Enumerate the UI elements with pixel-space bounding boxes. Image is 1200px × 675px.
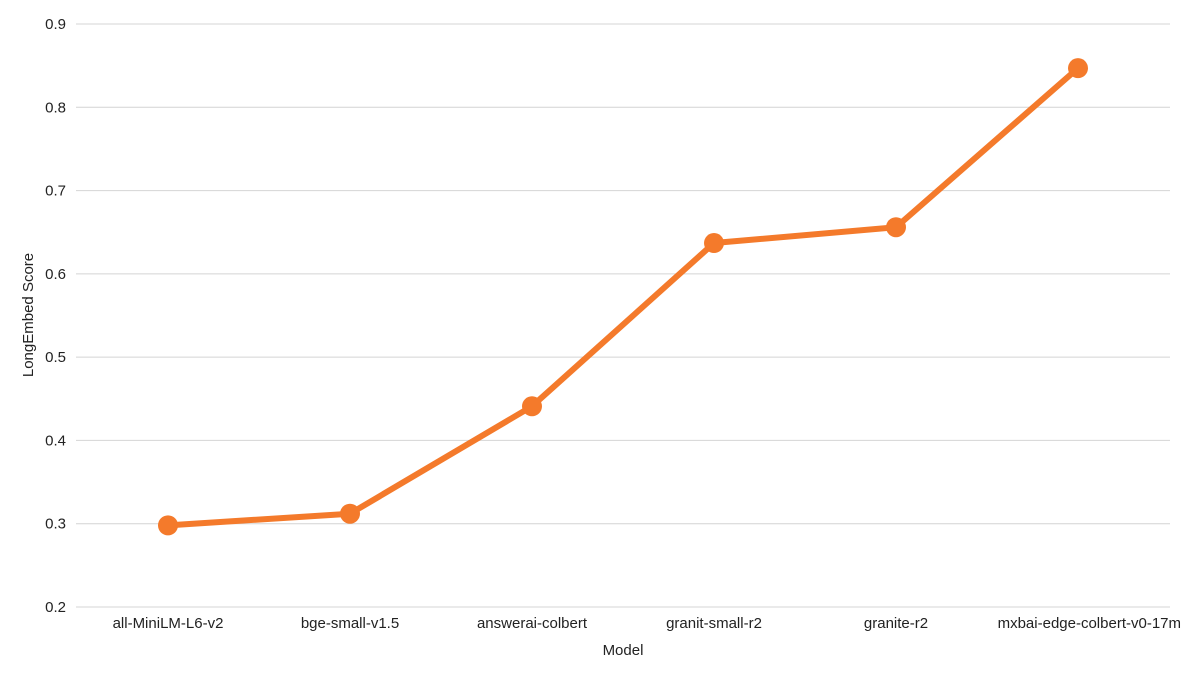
x-tick-label: answerai-colbert xyxy=(477,615,588,632)
x-axis-ticks: all-MiniLM-L6-v2 bge-small-v1.5 answerai-c… xyxy=(113,615,1181,632)
data-points xyxy=(158,58,1088,536)
y-axis-ticks: 0.2 0.3 0.4 0.5 0.6 0.7 0.8 0.9 xyxy=(45,16,66,616)
data-point xyxy=(704,233,724,254)
x-tick-label: granite-r2 xyxy=(864,615,928,632)
y-tick-label: 0.2 xyxy=(45,599,66,616)
series-line-group xyxy=(165,65,1081,529)
data-point xyxy=(340,503,360,524)
y-tick-label: 0.5 xyxy=(45,349,66,366)
x-tick-label: mxbai-edge-colbert-v0-17m xyxy=(998,615,1181,632)
x-axis-title: Model xyxy=(603,642,644,659)
data-point xyxy=(1068,58,1088,79)
data-point xyxy=(886,217,906,238)
x-tick-label: granit-small-r2 xyxy=(666,615,762,632)
y-tick-label: 0.8 xyxy=(45,99,66,116)
y-tick-label: 0.3 xyxy=(45,516,66,533)
y-axis-title: LongEmbed Score xyxy=(20,253,37,377)
series-line xyxy=(165,65,1081,529)
y-tick-label: 0.9 xyxy=(45,16,66,33)
data-point xyxy=(158,515,178,536)
y-tick-label: 0.6 xyxy=(45,266,66,283)
y-tick-label: 0.7 xyxy=(45,183,66,200)
x-tick-label: bge-small-v1.5 xyxy=(301,615,399,632)
x-tick-label: all-MiniLM-L6-v2 xyxy=(113,615,224,632)
y-tick-label: 0.4 xyxy=(45,432,66,449)
gridlines xyxy=(76,23,1170,608)
data-point xyxy=(522,396,542,417)
